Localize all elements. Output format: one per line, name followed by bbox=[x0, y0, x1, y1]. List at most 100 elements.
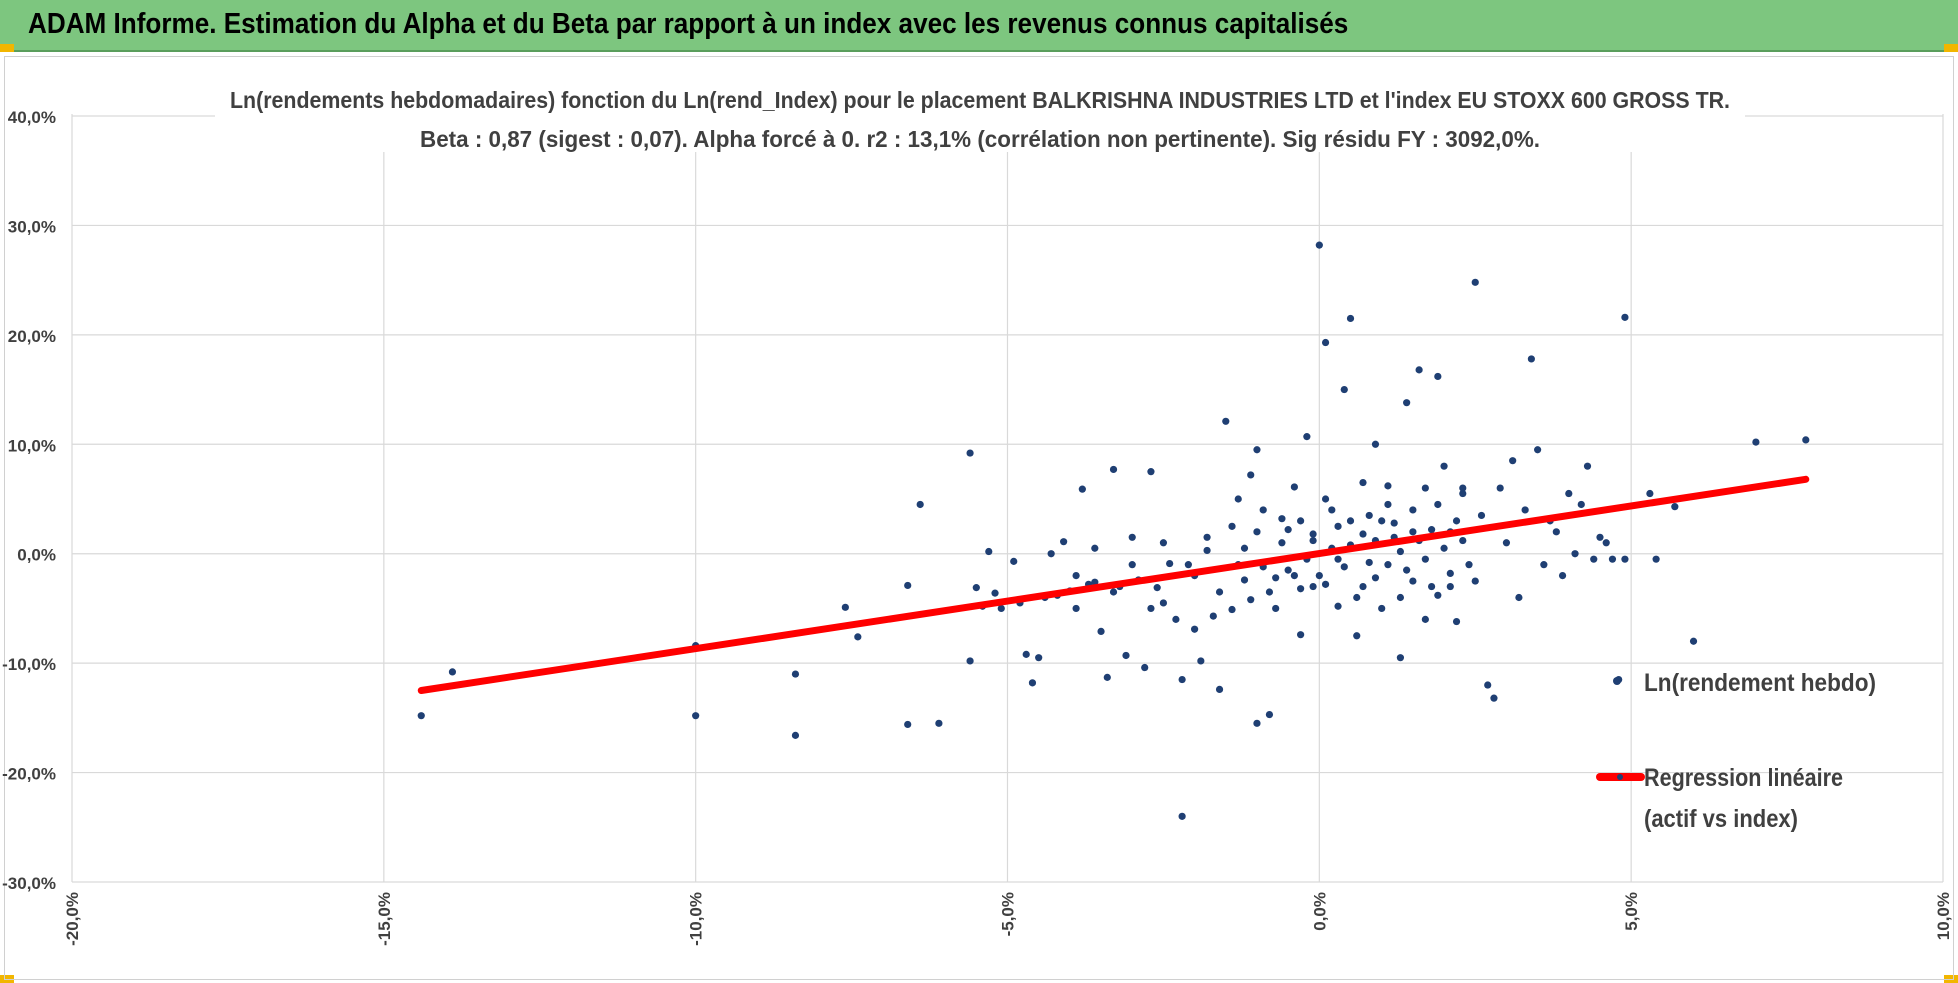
scatter-point bbox=[1421, 555, 1429, 563]
legend-scatter-marker bbox=[1613, 677, 1621, 685]
scatter-point bbox=[1384, 561, 1392, 569]
scatter-point bbox=[1028, 679, 1037, 687]
scatter-point bbox=[1752, 438, 1760, 446]
y-tick-label: 0,0% bbox=[17, 546, 56, 565]
scatter-point bbox=[1421, 484, 1429, 492]
scatter-point bbox=[1141, 663, 1149, 672]
scatter-point bbox=[1434, 591, 1442, 599]
scatter-point bbox=[1297, 585, 1305, 593]
scatter-point bbox=[1153, 584, 1161, 592]
scatter-point bbox=[1272, 574, 1280, 582]
scatter-point bbox=[1278, 515, 1286, 523]
scatter-point bbox=[1346, 314, 1355, 323]
scatter-point bbox=[1403, 399, 1411, 407]
scatter-point bbox=[1315, 572, 1323, 580]
scatter-point bbox=[997, 604, 1005, 613]
scatter-point bbox=[1590, 555, 1598, 563]
scatter-point bbox=[1583, 462, 1592, 470]
scatter-point bbox=[1340, 563, 1348, 571]
legend-line-marker-dot bbox=[1617, 774, 1623, 780]
scatter-point bbox=[1540, 561, 1548, 569]
scatter-point bbox=[1253, 528, 1261, 536]
scatter-point bbox=[1290, 572, 1298, 580]
scatter-point bbox=[448, 668, 457, 676]
scatter-point bbox=[1309, 530, 1317, 538]
scatter-point bbox=[1297, 517, 1305, 525]
scatter-point bbox=[1297, 631, 1305, 639]
scatter-point bbox=[791, 731, 800, 739]
scatter-point bbox=[904, 720, 912, 729]
scatter-point bbox=[1403, 566, 1411, 574]
scatter-point bbox=[1178, 675, 1186, 684]
scatter-point bbox=[1521, 506, 1529, 514]
legend-line-label-2: (actif vs index) bbox=[1644, 805, 1798, 833]
x-tick-label: 5,0% bbox=[1622, 892, 1641, 931]
scatter-point bbox=[1515, 593, 1523, 602]
scatter-point bbox=[1109, 588, 1118, 596]
scatter-point bbox=[1621, 313, 1629, 321]
scatter-point bbox=[1091, 544, 1099, 552]
scatter-point bbox=[1465, 561, 1473, 569]
scatter-point bbox=[1396, 654, 1405, 662]
scatter-point bbox=[1109, 465, 1118, 474]
x-tick-label: -15,0% bbox=[375, 892, 394, 946]
scatter-point bbox=[1365, 558, 1373, 567]
regression-line bbox=[417, 475, 1810, 694]
scatter-point bbox=[1240, 576, 1249, 584]
scatter-point bbox=[1103, 673, 1111, 681]
scatter-point bbox=[1340, 385, 1348, 394]
scatter-point bbox=[1384, 482, 1392, 490]
scatter-point bbox=[1371, 440, 1380, 448]
scatter-point bbox=[1047, 550, 1055, 558]
scatter-point bbox=[1253, 446, 1261, 454]
scatter-point bbox=[1571, 550, 1579, 558]
scatter-point bbox=[1197, 657, 1205, 665]
x-tick-label: -5,0% bbox=[999, 892, 1018, 936]
scatter-point bbox=[1035, 654, 1043, 662]
scatter-point bbox=[1409, 577, 1417, 585]
scatter-point bbox=[1490, 694, 1498, 702]
scatter-point bbox=[1434, 500, 1442, 509]
scatter-point bbox=[1621, 555, 1629, 563]
scatter-point bbox=[1409, 506, 1417, 514]
scatter-point bbox=[1646, 489, 1654, 498]
scatter-point bbox=[1608, 555, 1617, 563]
y-tick-label: 40,0% bbox=[8, 108, 56, 127]
scatter-point bbox=[1166, 559, 1174, 568]
scatter-point bbox=[1434, 372, 1442, 381]
scatter-point bbox=[1427, 582, 1436, 591]
scatter-point bbox=[1203, 546, 1211, 555]
scatter-point bbox=[1334, 602, 1342, 610]
y-tick-label: 20,0% bbox=[8, 327, 56, 346]
scatter-point bbox=[1228, 522, 1236, 530]
scatter-point bbox=[1390, 519, 1398, 527]
corner-marker-top-left bbox=[0, 44, 14, 52]
y-tick-label: -20,0% bbox=[2, 765, 56, 784]
scatter-point bbox=[1234, 495, 1242, 503]
x-tick-label: -20,0% bbox=[63, 892, 82, 946]
scatter-point bbox=[972, 584, 980, 592]
scatter-point bbox=[1309, 536, 1317, 545]
scatter-point bbox=[1346, 517, 1355, 525]
scatter-point bbox=[1247, 471, 1255, 479]
scatter-point bbox=[1284, 526, 1292, 534]
scatter-point bbox=[966, 657, 974, 665]
scatter-point bbox=[1496, 484, 1504, 492]
scatter-point bbox=[1078, 485, 1086, 493]
scatter-point bbox=[1459, 536, 1467, 545]
scatter-point bbox=[1378, 604, 1386, 613]
corner-marker-top-right bbox=[1944, 44, 1958, 52]
scatter-point bbox=[1602, 539, 1610, 547]
scatter-point bbox=[1334, 555, 1342, 563]
scatter-point bbox=[1290, 483, 1298, 491]
scatter-point bbox=[1265, 710, 1274, 719]
y-tick-labels: 40,0% 30,0% 20,0% 10,0% 0,0% -10,0% -20,0% -30,… bbox=[2, 108, 56, 893]
scatter-point bbox=[1396, 593, 1405, 602]
scatter-point bbox=[1534, 446, 1542, 454]
scatter-point bbox=[1440, 544, 1448, 552]
scatter-point bbox=[1596, 533, 1604, 541]
scatter-point bbox=[1321, 495, 1330, 503]
scatter-point bbox=[1284, 566, 1292, 574]
scatter-point bbox=[1471, 278, 1479, 286]
